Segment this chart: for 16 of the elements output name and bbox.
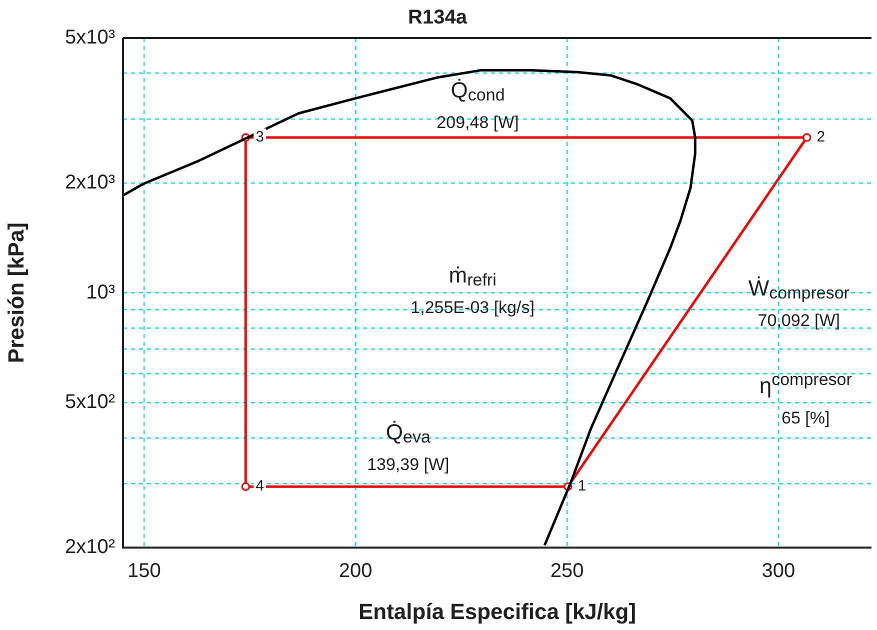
y-tick-label: 5x10³ [64, 26, 116, 49]
x-tick-label: 150 [127, 560, 161, 582]
x-tick-label: 250 [550, 560, 584, 582]
y-axis-title: Presión [kPa] [3, 222, 28, 364]
annotation: 3 [256, 128, 264, 146]
x-tick-label: 300 [762, 560, 796, 582]
annotation: 1 [578, 478, 586, 495]
annotation: 4 [256, 478, 264, 495]
y-tick-label: 2x10² [64, 536, 116, 558]
x-tick-label: 200 [338, 560, 372, 582]
y-tick-label: 10³ [86, 281, 116, 304]
x-axis-title: Entalpía Especifica [kJ/kg] [358, 598, 636, 624]
annotation: 2 [816, 128, 826, 146]
y-tick-label: 2x10³ [64, 172, 116, 194]
y-tick-label: 5x10² [64, 391, 116, 414]
chart-title: R134a [408, 6, 468, 29]
